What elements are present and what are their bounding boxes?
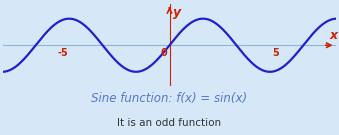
Text: -5: -5 [58, 48, 68, 58]
Text: y: y [173, 6, 181, 19]
Text: It is an odd function: It is an odd function [117, 118, 222, 128]
Text: x: x [330, 29, 338, 42]
Text: 0: 0 [160, 48, 167, 58]
Text: Sine function: f(x) = sin(x): Sine function: f(x) = sin(x) [92, 92, 247, 105]
Text: 5: 5 [273, 48, 279, 58]
